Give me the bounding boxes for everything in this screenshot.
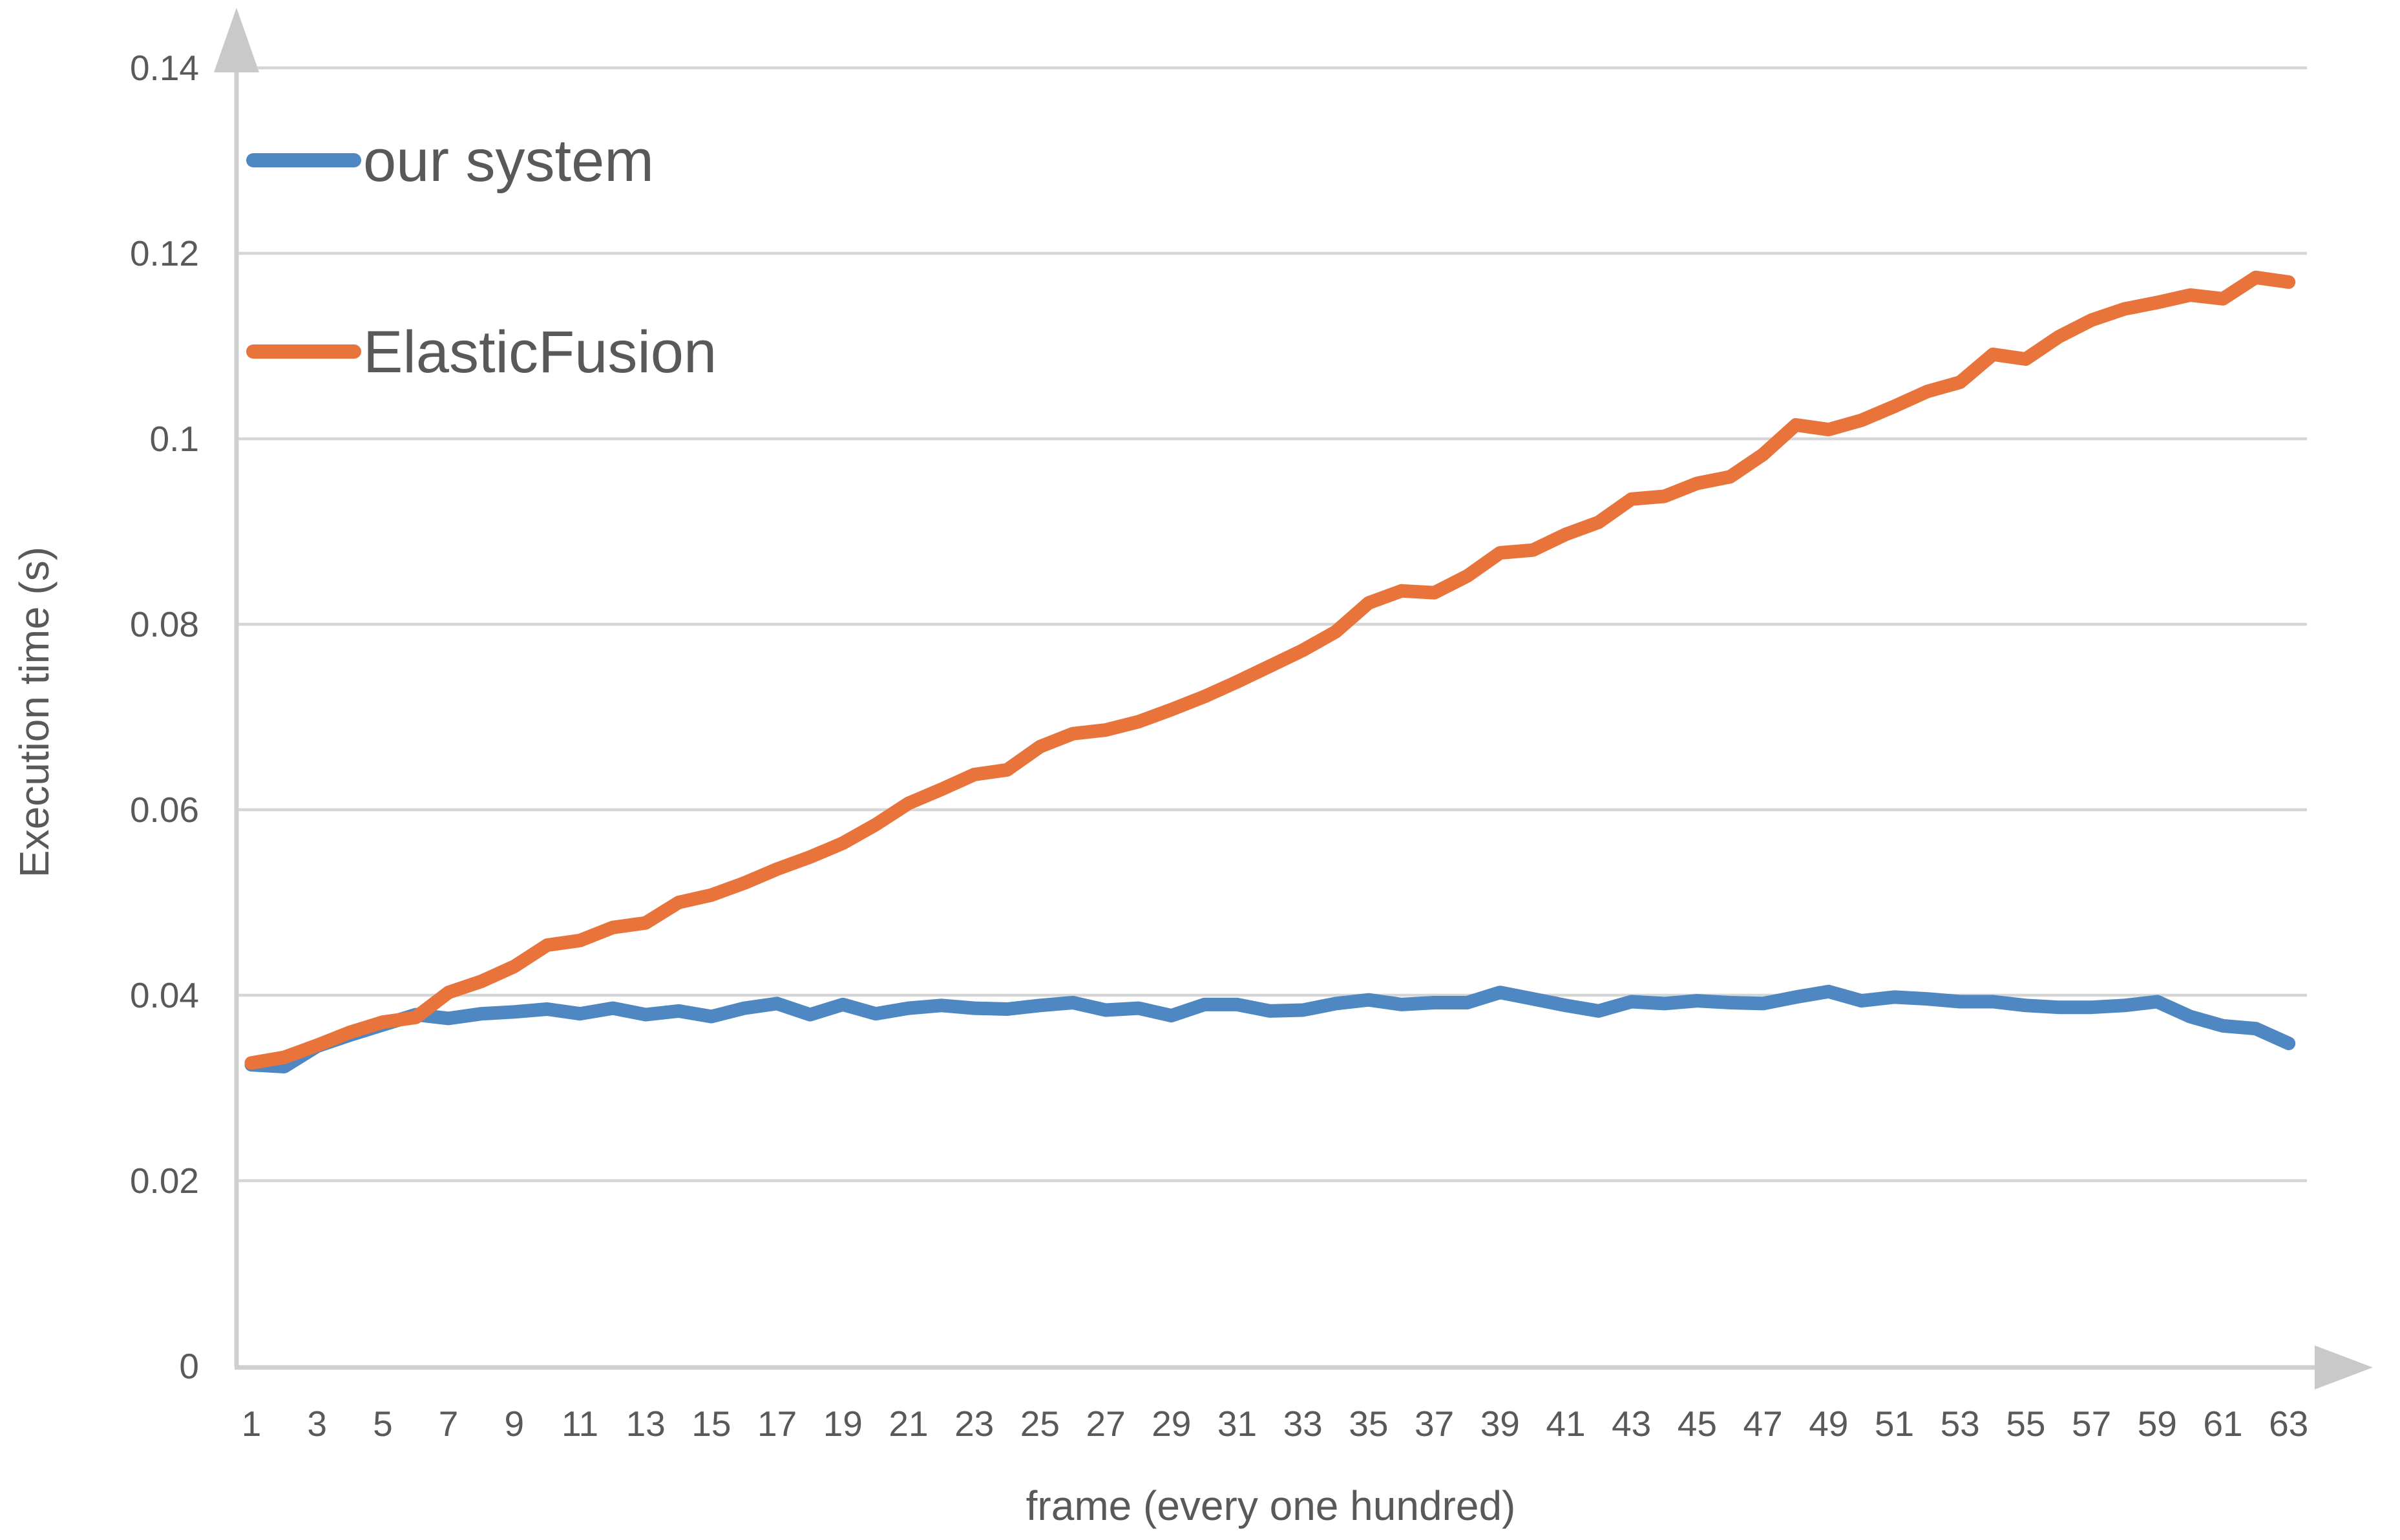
x-tick-label: 59 [2138,1404,2177,1444]
x-tick-label: 21 [889,1404,928,1444]
x-tick-label: 49 [1809,1404,1848,1444]
x-tick-label: 17 [757,1404,797,1444]
x-tick-label: 15 [691,1404,731,1444]
x-tick-label: 29 [1152,1404,1191,1444]
x-tick-label: 27 [1086,1404,1126,1444]
x-tick-label: 63 [2269,1404,2308,1444]
x-tick-label: 9 [505,1404,525,1444]
x-tick-label: 3 [307,1404,327,1444]
x-tick-label: 11 [562,1404,598,1444]
x-tick-label: 25 [1020,1404,1060,1444]
x-tick-label: 51 [1875,1404,1914,1444]
y-axis-title: Execution time (s) [11,547,58,878]
y-axis-arrow-icon [214,8,259,72]
x-tick-label: 55 [2006,1404,2045,1444]
y-tick-label: 0.08 [130,604,199,644]
x-tick-label: 5 [373,1404,393,1444]
y-tick-label: 0.02 [130,1161,199,1201]
x-tick-label: 61 [2203,1404,2242,1444]
x-tick-label: 43 [1612,1404,1651,1444]
x-tick-label: 19 [823,1404,863,1444]
x-tick-label: 41 [1546,1404,1585,1444]
x-tick-label: 53 [1941,1404,1980,1444]
x-tick-label: 33 [1283,1404,1323,1444]
series-line-our-system [244,984,2296,1073]
y-tick-label: 0.04 [130,975,199,1015]
y-tick-label: 0.06 [130,790,199,830]
series-line-elasticfusion [244,270,2296,1070]
legend-label: our system [363,128,654,194]
x-tick-label: 13 [626,1404,666,1444]
x-tick-label: 37 [1415,1404,1454,1444]
x-tick-label: 31 [1217,1404,1257,1444]
legend-label: ElasticFusion [363,319,717,385]
x-axis-arrow-icon [2315,1345,2373,1389]
x-tick-label: 39 [1480,1404,1520,1444]
x-tick-label: 35 [1349,1404,1388,1444]
x-tick-label: 23 [954,1404,994,1444]
x-tick-label: 1 [242,1404,262,1444]
x-tick-label: 7 [439,1404,459,1444]
x-axis-title: frame (every one hundred) [1026,1482,1516,1529]
x-tick-label: 57 [2072,1404,2111,1444]
y-tick-label: 0.1 [150,419,199,459]
x-tick-label: 45 [1678,1404,1717,1444]
x-tick-label: 47 [1743,1404,1783,1444]
y-tick-label: 0.14 [130,48,199,88]
y-tick-label: 0 [179,1346,199,1386]
y-tick-label: 0.12 [130,233,199,273]
